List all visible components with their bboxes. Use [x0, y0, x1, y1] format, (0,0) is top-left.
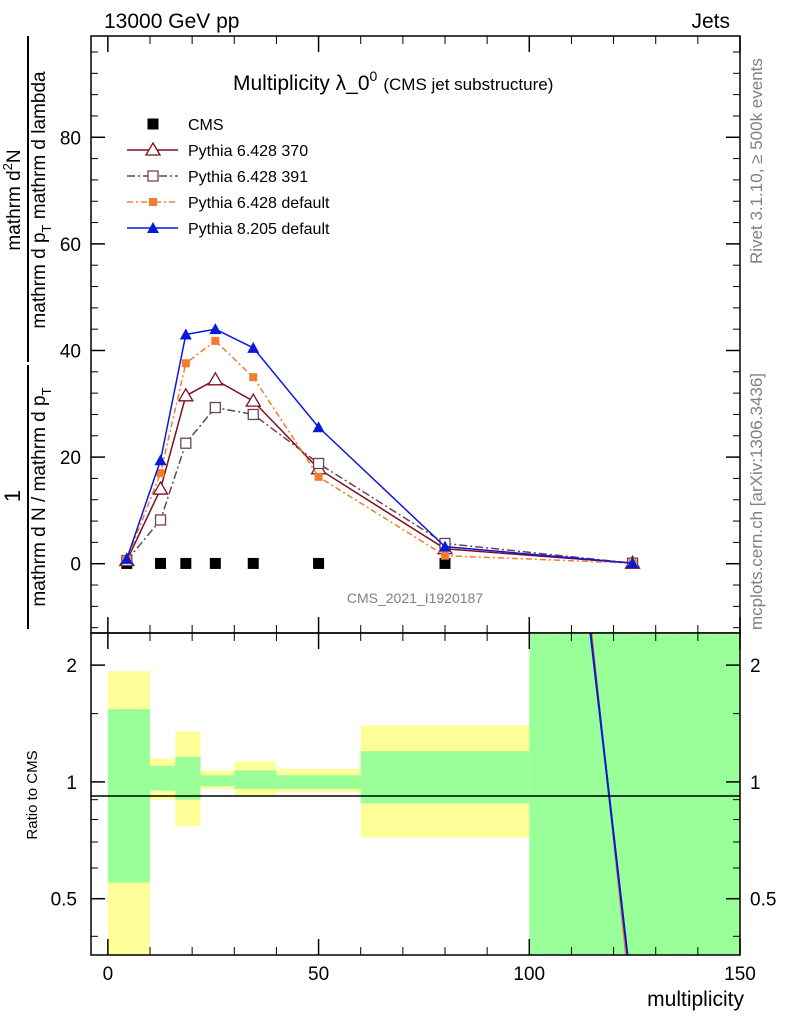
ratio-line-pythia-8-205-default — [589, 632, 629, 956]
ratio-band-inner — [276, 775, 361, 789]
data-point — [181, 359, 190, 368]
x-axis-label: multiplicity — [647, 988, 744, 1011]
ratio-band-inner — [360, 751, 530, 804]
data-point — [247, 408, 259, 421]
ratio-band-inner — [234, 770, 277, 789]
data-point — [154, 514, 167, 526]
ylabel-frac-top: 1 — [0, 490, 25, 502]
ratio-ytick-label-right: 2 — [750, 656, 761, 677]
ratio-ytick-label-right: 1 — [750, 773, 761, 794]
main-ylabel: 1 mathrm d N / mathrm d pT mathrm d2N ma… — [0, 36, 54, 629]
data-point — [245, 392, 262, 407]
plot-title: Multiplicity λ_00 (CMS jet substructure) — [233, 68, 553, 95]
analysis-watermark: CMS_2021_I1920187 — [347, 590, 483, 606]
x-tick-label: 150 — [724, 964, 756, 985]
data-point — [177, 387, 194, 402]
data-point — [152, 480, 169, 495]
ratio-band-inner — [150, 765, 176, 791]
data-point — [156, 469, 165, 478]
legend-label: Pythia 6.428 370 — [188, 143, 308, 160]
data-point — [441, 551, 449, 560]
ratio-ytick-label: 0.5 — [51, 890, 77, 911]
ylabel-numerator: mathrm d2N — [0, 149, 25, 250]
ratio-ylabel: Ratio to CMS — [24, 750, 41, 839]
legend-marker — [144, 141, 162, 156]
data-point — [180, 437, 192, 449]
series-line — [126, 328, 633, 564]
legend-marker — [147, 170, 159, 182]
ratio-band-inner — [529, 633, 740, 955]
data-point — [211, 336, 220, 345]
legend-marker — [147, 118, 159, 130]
legend-label: Pythia 6.428 391 — [188, 169, 308, 186]
x-tick-label: 100 — [513, 964, 545, 985]
data-point — [179, 328, 192, 340]
series-pythia-8-205-default — [120, 323, 639, 569]
data-point — [120, 552, 133, 564]
legend-label: Pythia 8.205 default — [188, 221, 330, 238]
ratio-ytick-label: 1 — [66, 773, 77, 794]
mcplots-label: mcplots.cern.ch [arXiv:1306.3436] — [747, 373, 766, 630]
data-point — [154, 454, 167, 466]
main-ytick-label: 0 — [70, 555, 81, 576]
data-point — [313, 557, 325, 569]
ratio-ytick-label-right: 0.5 — [750, 890, 776, 911]
ylabel-frac-den: mathrm d N / mathrm d pT — [29, 387, 54, 606]
series-cms — [121, 557, 639, 569]
legend-marker — [147, 222, 159, 233]
series-pythia-6-428-default — [122, 336, 637, 568]
series-line — [126, 339, 633, 564]
legend-label: Pythia 6.428 default — [188, 195, 330, 212]
legend-label: CMS — [188, 117, 224, 134]
data-point — [439, 557, 451, 569]
x-tick-label: 0 — [103, 964, 114, 985]
data-point — [209, 401, 221, 414]
header-right: Jets — [691, 10, 730, 33]
data-point — [249, 373, 258, 382]
header-left: 13000 GeV pp — [104, 10, 239, 33]
series-line — [126, 378, 633, 564]
legend-marker — [149, 198, 157, 206]
ratio-plot: 0.5 0.5 1 1 2 2 0 50 100 150 — [51, 632, 776, 985]
data-point — [314, 472, 323, 481]
data-point — [247, 557, 259, 569]
x-tick-label: 50 — [308, 964, 329, 985]
data-point — [312, 421, 325, 433]
ratio-ytick-label: 2 — [66, 656, 77, 677]
data-point — [247, 341, 260, 353]
data-point — [207, 371, 224, 386]
data-point — [439, 540, 451, 552]
main-ytick-label: 60 — [60, 235, 81, 256]
data-point — [209, 323, 222, 335]
series-pythia-6-428-370 — [118, 371, 641, 569]
main-ytick-label: 40 — [60, 341, 81, 362]
legend: CMS Pythia 6.428 370 Pythia 6.428 391 Pythi… — [127, 117, 330, 238]
rivet-label: Rivet 3.1.10, ≥ 500k events — [747, 58, 766, 264]
main-ytick-label: 80 — [60, 128, 81, 149]
data-point — [626, 557, 639, 569]
ratio-plot-frame — [90, 632, 741, 956]
ratio-band-inner — [175, 756, 201, 800]
data-point — [180, 557, 192, 569]
data-point — [312, 457, 325, 470]
series-line — [126, 406, 633, 564]
ylabel-denominator: mathrm d pT mathrm d lambda — [29, 71, 54, 329]
main-plot: Multiplicity λ_00 (CMS jet substructure) … — [60, 35, 741, 634]
data-point — [155, 557, 167, 569]
ratio-band-inner — [200, 775, 235, 787]
main-ytick-label: 20 — [60, 448, 81, 469]
data-point — [209, 557, 221, 569]
